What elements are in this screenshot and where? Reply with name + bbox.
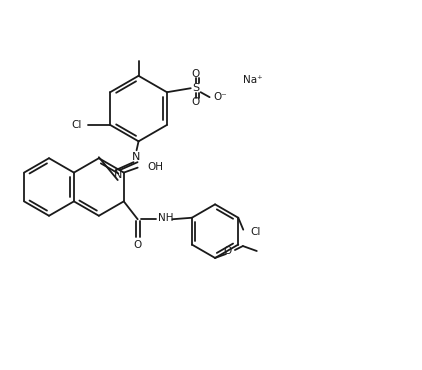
Text: Cl: Cl xyxy=(250,227,260,237)
Text: O⁻: O⁻ xyxy=(214,92,227,102)
Text: S: S xyxy=(192,83,199,93)
Text: Cl: Cl xyxy=(71,120,81,130)
Text: Na⁺: Na⁺ xyxy=(243,75,263,85)
Text: O: O xyxy=(133,240,142,250)
Text: NH: NH xyxy=(158,213,173,223)
Text: O: O xyxy=(192,69,200,79)
Text: OH: OH xyxy=(148,162,164,172)
Text: O: O xyxy=(192,97,200,107)
Text: N: N xyxy=(114,170,122,180)
Text: O: O xyxy=(224,246,232,256)
Text: N: N xyxy=(131,152,140,162)
